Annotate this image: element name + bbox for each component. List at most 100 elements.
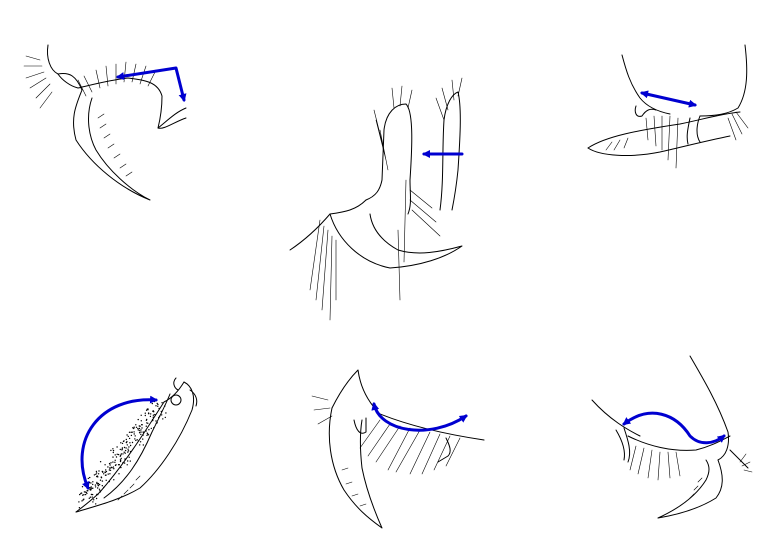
stipple-dot (87, 477, 90, 480)
stipple-dot (145, 425, 147, 427)
stipple-dot (164, 405, 166, 407)
stipple-dot (90, 493, 93, 496)
stipple-dot (108, 462, 111, 465)
stipple-dot (153, 411, 155, 413)
stipple-dot (147, 434, 150, 436)
stipple-dot (137, 418, 139, 421)
stipple-dot (152, 416, 155, 419)
stipple-dot (99, 479, 102, 481)
stipple-dot (133, 433, 135, 435)
stipple-dot (146, 422, 148, 424)
stipple-dot (123, 446, 126, 449)
panel-4-curved-arrow (80, 395, 158, 490)
stipple-dot (136, 439, 138, 441)
stipple-dot (156, 422, 158, 424)
stipple-dot (161, 414, 163, 416)
stipple-dot (139, 444, 141, 446)
stipple-dot (165, 412, 167, 414)
stipple-dot (95, 503, 97, 505)
stipple-dot (153, 427, 155, 429)
panel-2-claw-drawing (289, 77, 464, 321)
stipple-dot (101, 485, 104, 487)
stipple-dot (142, 431, 144, 433)
stipple-dot (120, 466, 122, 469)
stipple-dot (89, 496, 92, 498)
stipple-dot (115, 456, 118, 458)
stipple-dot (146, 434, 148, 437)
stipple-dot (150, 413, 152, 415)
stipple-dot (117, 453, 120, 456)
stipple-dot (130, 434, 133, 437)
stipple-dot (146, 432, 148, 434)
stipple-dot (119, 455, 122, 457)
stipple-dot (99, 490, 101, 492)
stipple-dot (128, 446, 130, 448)
stipple-dot (116, 453, 118, 455)
stipple-dot (149, 415, 152, 418)
stipple-dot (127, 448, 129, 450)
stipple-dot (121, 442, 124, 445)
stipple-dot (122, 453, 124, 455)
panel-3-claw-drawing (587, 44, 749, 169)
stipple-dot (121, 448, 123, 450)
stipple-dot (95, 472, 98, 474)
stipple-dot (126, 441, 128, 443)
stipple-dot (127, 435, 129, 438)
stipple-dot (145, 430, 147, 432)
stipple-dot (100, 476, 103, 478)
stipple-dot (142, 444, 144, 446)
stipple-dot (148, 413, 150, 415)
stipple-dot (124, 449, 127, 452)
stipple-dot (108, 480, 111, 483)
stipple-dot (91, 493, 94, 496)
stipple-dot (158, 407, 160, 410)
stipple-dot (126, 434, 128, 436)
stipple-dot (127, 450, 130, 452)
stipple-dot (102, 471, 104, 473)
stipple-dot (107, 473, 109, 475)
stipple-dot (89, 489, 92, 491)
stipple-dot (120, 442, 122, 444)
stipple-dot (82, 499, 84, 501)
panel-6-claw-drawing (591, 355, 753, 519)
panel-5-setae (311, 395, 461, 507)
stipple-dot (98, 483, 101, 486)
stipple-dot (135, 424, 137, 426)
stipple-dot (111, 467, 113, 469)
stipple-dot (131, 431, 133, 433)
stipple-dot (99, 491, 102, 493)
stipple-dot (122, 440, 125, 443)
stipple-dot (137, 429, 139, 431)
stipple-dot (83, 494, 85, 496)
stipple-dot (98, 470, 100, 472)
stipple-dot (88, 481, 91, 484)
panel-1-bent-arrow (116, 66, 187, 102)
panel-2-setae (309, 77, 463, 321)
stipple-dot (81, 500, 83, 502)
stipple-dot (80, 492, 82, 495)
stipple-dot (155, 405, 157, 407)
stipple-dot (127, 460, 129, 462)
stipple-dot (122, 462, 124, 464)
stipple-dot (109, 464, 111, 466)
stipple-dot (84, 493, 87, 496)
stipple-dot (137, 440, 140, 442)
stipple-dot (142, 434, 144, 436)
stipple-dot (87, 490, 89, 492)
stipple-dot (140, 431, 142, 433)
stipple-dot (123, 451, 125, 453)
stipple-dot (147, 409, 149, 411)
stipple-dot (92, 483, 94, 486)
stipple-dot (94, 486, 97, 488)
stipple-dot (104, 464, 106, 466)
stipple-dot (131, 441, 134, 444)
stipple-dot (140, 429, 142, 431)
stipple-dot (155, 420, 157, 422)
stipple-dot (116, 446, 118, 448)
stipple-dot (97, 473, 100, 475)
stipple-dot (92, 487, 94, 489)
stipple-dot (112, 461, 114, 463)
panel-5-claw-drawing (311, 369, 485, 529)
stipple-dot (88, 497, 91, 499)
stipple-dot (115, 464, 117, 466)
